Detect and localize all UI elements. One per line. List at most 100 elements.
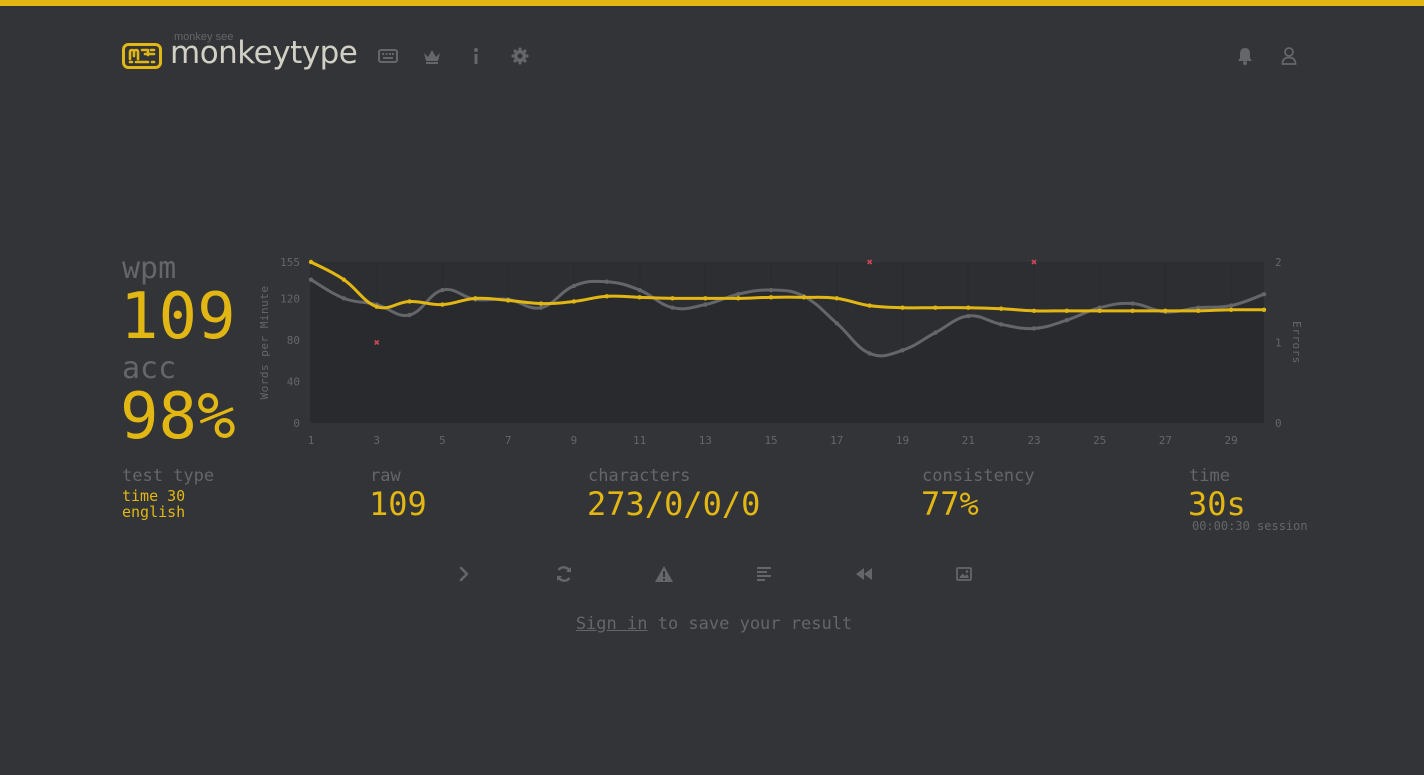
wpm-point	[867, 303, 872, 308]
x-tick-label: 7	[505, 434, 512, 447]
time-value: 30s	[1188, 485, 1246, 523]
monkeytype-logo-icon[interactable]	[122, 43, 162, 69]
y-tick-label: 80	[287, 334, 300, 347]
y-axis-title: Words per Minute	[258, 286, 271, 400]
error-marker	[867, 259, 873, 265]
time-label: time	[1189, 466, 1230, 486]
raw-point	[998, 322, 1004, 327]
wpm-point	[998, 306, 1004, 311]
user-icon[interactable]	[1279, 46, 1299, 66]
y-tick-label: 155	[280, 256, 300, 269]
wpm-point	[440, 302, 445, 307]
raw-point	[308, 277, 314, 282]
error-marker	[374, 339, 380, 346]
restart-test-button[interactable]	[553, 563, 575, 585]
wpm-value: 109	[120, 280, 236, 354]
bell-icon[interactable]	[1235, 46, 1255, 66]
consistency-label: consistency	[922, 466, 1035, 486]
x-tick-label: 23	[1027, 434, 1040, 447]
test-type-value: time 30	[122, 487, 186, 505]
raw-point	[768, 287, 774, 293]
session-time: 00:00:30 session	[1192, 519, 1308, 533]
raw-point	[571, 283, 577, 289]
logo-top-text: monkey see	[174, 31, 234, 43]
wpm-point	[505, 298, 511, 303]
wpm-point	[637, 295, 642, 300]
wpm-point	[768, 295, 774, 300]
raw-point	[341, 296, 347, 301]
error-marker	[1031, 259, 1037, 265]
wpm-point	[1196, 308, 1201, 314]
raw-point	[933, 330, 938, 335]
wpm-point	[703, 296, 708, 301]
raw-point	[637, 287, 642, 293]
x-tick-label: 5	[439, 434, 446, 447]
wpm-point	[308, 259, 314, 265]
wpm-point	[1163, 308, 1168, 314]
wpm-point	[604, 294, 609, 299]
wpm-chart[interactable]: 1 3 5 7 9 11 13 15 17 19 21 23 25 27 2904080120155012W…	[0, 0, 1424, 460]
gear-icon[interactable]	[510, 46, 530, 66]
raw-point	[867, 351, 872, 356]
wpm-point	[571, 299, 577, 304]
wpm-point	[670, 296, 675, 301]
raw-label: raw	[370, 466, 401, 486]
test-type-label: test type	[122, 466, 215, 486]
x-tick-label: 29	[1225, 434, 1238, 447]
signin-message: Sign in to save your result	[0, 614, 1424, 634]
wpm-point	[1261, 307, 1267, 312]
wpm-point	[900, 305, 905, 310]
y2-tick-label: 1	[1275, 337, 1282, 350]
y2-tick-label: 0	[1275, 417, 1282, 430]
raw-point	[834, 321, 839, 326]
raw-point	[1196, 305, 1201, 310]
wpm-point	[473, 296, 478, 301]
top-accent-bar	[0, 0, 1424, 6]
raw-point	[1097, 305, 1102, 310]
x-tick-label: 11	[633, 434, 646, 447]
consistency-value: 77%	[921, 485, 979, 523]
crown-icon[interactable]	[422, 46, 442, 66]
raw-point	[407, 312, 412, 318]
raw-point	[1228, 303, 1234, 308]
wpm-point	[834, 296, 839, 301]
test-language: english	[122, 503, 186, 521]
wpm-point	[1097, 308, 1102, 314]
signin-link[interactable]: Sign in	[575, 614, 648, 634]
acc-label: acc	[122, 351, 177, 386]
replay-icon[interactable]	[853, 563, 875, 585]
wpm-point	[933, 305, 938, 310]
y-tick-label: 40	[287, 375, 300, 388]
x-tick-label: 19	[896, 434, 909, 447]
screenshot-icon[interactable]	[953, 563, 975, 585]
raw-value: 109	[369, 485, 427, 523]
raw-point	[1130, 301, 1135, 306]
raw-point	[670, 305, 675, 310]
y2-axis-title: Errors	[1290, 321, 1303, 364]
x-tick-label: 3	[373, 434, 380, 447]
keyboard-icon[interactable]	[378, 46, 398, 66]
logo-text[interactable]: monkeytype	[170, 35, 358, 71]
wpm-point	[538, 301, 544, 306]
wpm-point	[1064, 308, 1070, 314]
raw-point	[1261, 292, 1267, 297]
wpm-point	[341, 277, 347, 282]
raw-point	[736, 292, 741, 297]
raw-point	[1064, 317, 1070, 323]
x-tick-label: 27	[1159, 434, 1172, 447]
wpm-point	[736, 296, 741, 301]
next-test-button[interactable]	[453, 563, 475, 585]
info-icon[interactable]	[466, 46, 486, 66]
x-tick-label: 17	[830, 434, 843, 447]
wpm-point	[966, 305, 971, 310]
header: monkey see monkeytype	[0, 0, 1424, 110]
wpm-point	[1031, 308, 1037, 314]
raw-point	[900, 348, 905, 353]
x-tick-label: 9	[571, 434, 578, 447]
warning-icon[interactable]	[653, 563, 675, 585]
raw-point	[538, 305, 544, 310]
characters-value: 273/0/0/0	[587, 485, 761, 523]
y2-tick-label: 2	[1275, 256, 1282, 269]
wpm-label: wpm	[122, 251, 177, 286]
words-history-icon[interactable]	[753, 563, 775, 585]
